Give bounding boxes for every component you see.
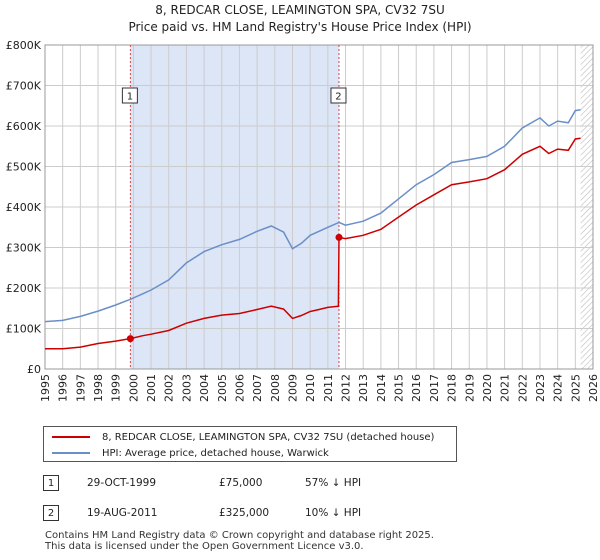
- x-tick-label: 2024: [552, 374, 565, 402]
- legend-label-hpi: HPI: Average price, detached house, Warw…: [102, 447, 329, 459]
- sale-badge-1: 1: [43, 475, 59, 491]
- chart-legend: 8, REDCAR CLOSE, LEAMINGTON SPA, CV32 7S…: [43, 426, 457, 462]
- legend-item-hpi: HPI: Average price, detached house, Warw…: [52, 445, 329, 461]
- x-tick-label: 2019: [463, 374, 476, 402]
- x-tick-label: 2026: [587, 374, 600, 402]
- chart-subtitle: Price paid vs. HM Land Registry's House …: [128, 20, 472, 34]
- y-tick-label: £300K: [6, 242, 42, 255]
- x-tick-label: 2004: [198, 374, 211, 402]
- sale-price-1: £75,000: [219, 477, 263, 489]
- property-price-line: [45, 137, 581, 350]
- x-tick-label: 2000: [127, 374, 140, 402]
- x-tick-label: 2010: [304, 374, 317, 402]
- footer-copyright: Contains HM Land Registry data © Crown c…: [45, 530, 434, 541]
- x-tick-label: 2013: [357, 374, 370, 402]
- sale-point: [335, 233, 343, 241]
- y-tick-label: £100K: [6, 323, 42, 336]
- x-tick-label: 2023: [534, 374, 547, 402]
- sale-date-1: 29-OCT-1999: [87, 477, 156, 489]
- x-tick-label: 2001: [145, 374, 158, 402]
- x-tick-label: 2020: [481, 374, 494, 402]
- x-tick-label: 1995: [39, 374, 52, 402]
- y-tick-label: £500K: [6, 161, 42, 174]
- sale-hpi-2: 10% ↓ HPI: [305, 507, 362, 519]
- x-tick-label: 2002: [163, 374, 176, 402]
- sale-badge-2: 2: [43, 505, 59, 521]
- legend-line-hpi: [52, 452, 90, 454]
- x-tick-label: 2021: [499, 374, 512, 402]
- hpi-line: [44, 109, 581, 323]
- x-tick-label: 2014: [375, 374, 388, 402]
- legend-line-property: [52, 436, 90, 438]
- y-tick-label: £600K: [6, 120, 42, 133]
- x-tick-label: 1996: [57, 374, 70, 402]
- sale-point: [126, 335, 134, 343]
- x-tick-label: 2006: [233, 374, 246, 402]
- chart-title: 8, REDCAR CLOSE, LEAMINGTON SPA, CV32 7S…: [155, 3, 445, 17]
- x-tick-label: 1998: [92, 374, 105, 402]
- x-tick-label: 2018: [446, 374, 459, 402]
- sale-label-box: [330, 87, 347, 104]
- x-tick-label: 2005: [216, 374, 229, 402]
- x-tick-label: 2003: [180, 374, 193, 402]
- y-tick-label: £200K: [6, 282, 42, 295]
- x-tick-label: 1999: [110, 374, 123, 402]
- legend-label-property: 8, REDCAR CLOSE, LEAMINGTON SPA, CV32 7S…: [102, 431, 435, 443]
- sale-date-2: 19-AUG-2011: [87, 507, 158, 519]
- sale-label-text: 1: [127, 92, 133, 103]
- x-tick-label: 2009: [286, 374, 299, 402]
- footer-licence: This data is licensed under the Open Gov…: [45, 541, 364, 552]
- y-tick-label: £0: [27, 363, 41, 376]
- plot-frame: [44, 44, 594, 370]
- price-chart: £0 £100K £200K £300K £400K £500K £600K £700K £80…: [6, 39, 600, 402]
- x-tick-label: 2012: [340, 374, 353, 402]
- y-tick-label: £800K: [6, 39, 42, 52]
- legend-item-property: 8, REDCAR CLOSE, LEAMINGTON SPA, CV32 7S…: [52, 429, 434, 445]
- x-tick-label: 2017: [428, 374, 441, 402]
- sale-price-2: £325,000: [219, 507, 270, 519]
- x-tick-label: 2008: [269, 374, 282, 402]
- x-tick-label: 2022: [516, 374, 529, 402]
- x-tick-label: 1997: [74, 374, 87, 402]
- y-tick-label: £700K: [6, 80, 42, 93]
- x-tick-label: 2007: [251, 374, 264, 402]
- x-tick-label: 2011: [322, 374, 335, 402]
- x-tick-label: 2025: [569, 374, 582, 402]
- x-tick-label: 2016: [410, 374, 423, 402]
- sale-label-text: 2: [335, 92, 341, 103]
- sale-label-box: [121, 87, 138, 104]
- y-tick-label: £400K: [6, 201, 42, 214]
- sale-hpi-1: 57% ↓ HPI: [305, 477, 362, 489]
- x-tick-label: 2015: [393, 374, 406, 402]
